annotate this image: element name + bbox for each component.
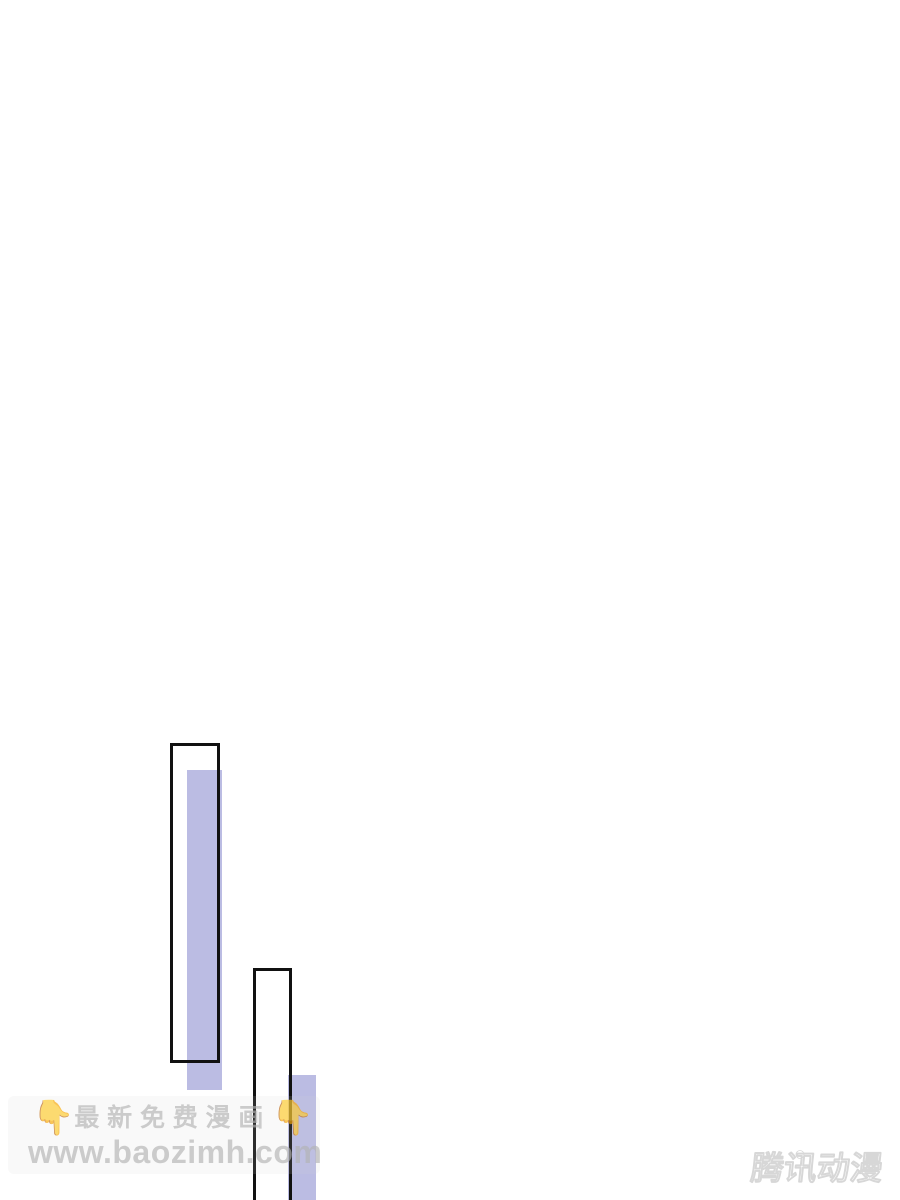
svg-text:腾讯动漫: 腾讯动漫 [749, 1151, 885, 1188]
